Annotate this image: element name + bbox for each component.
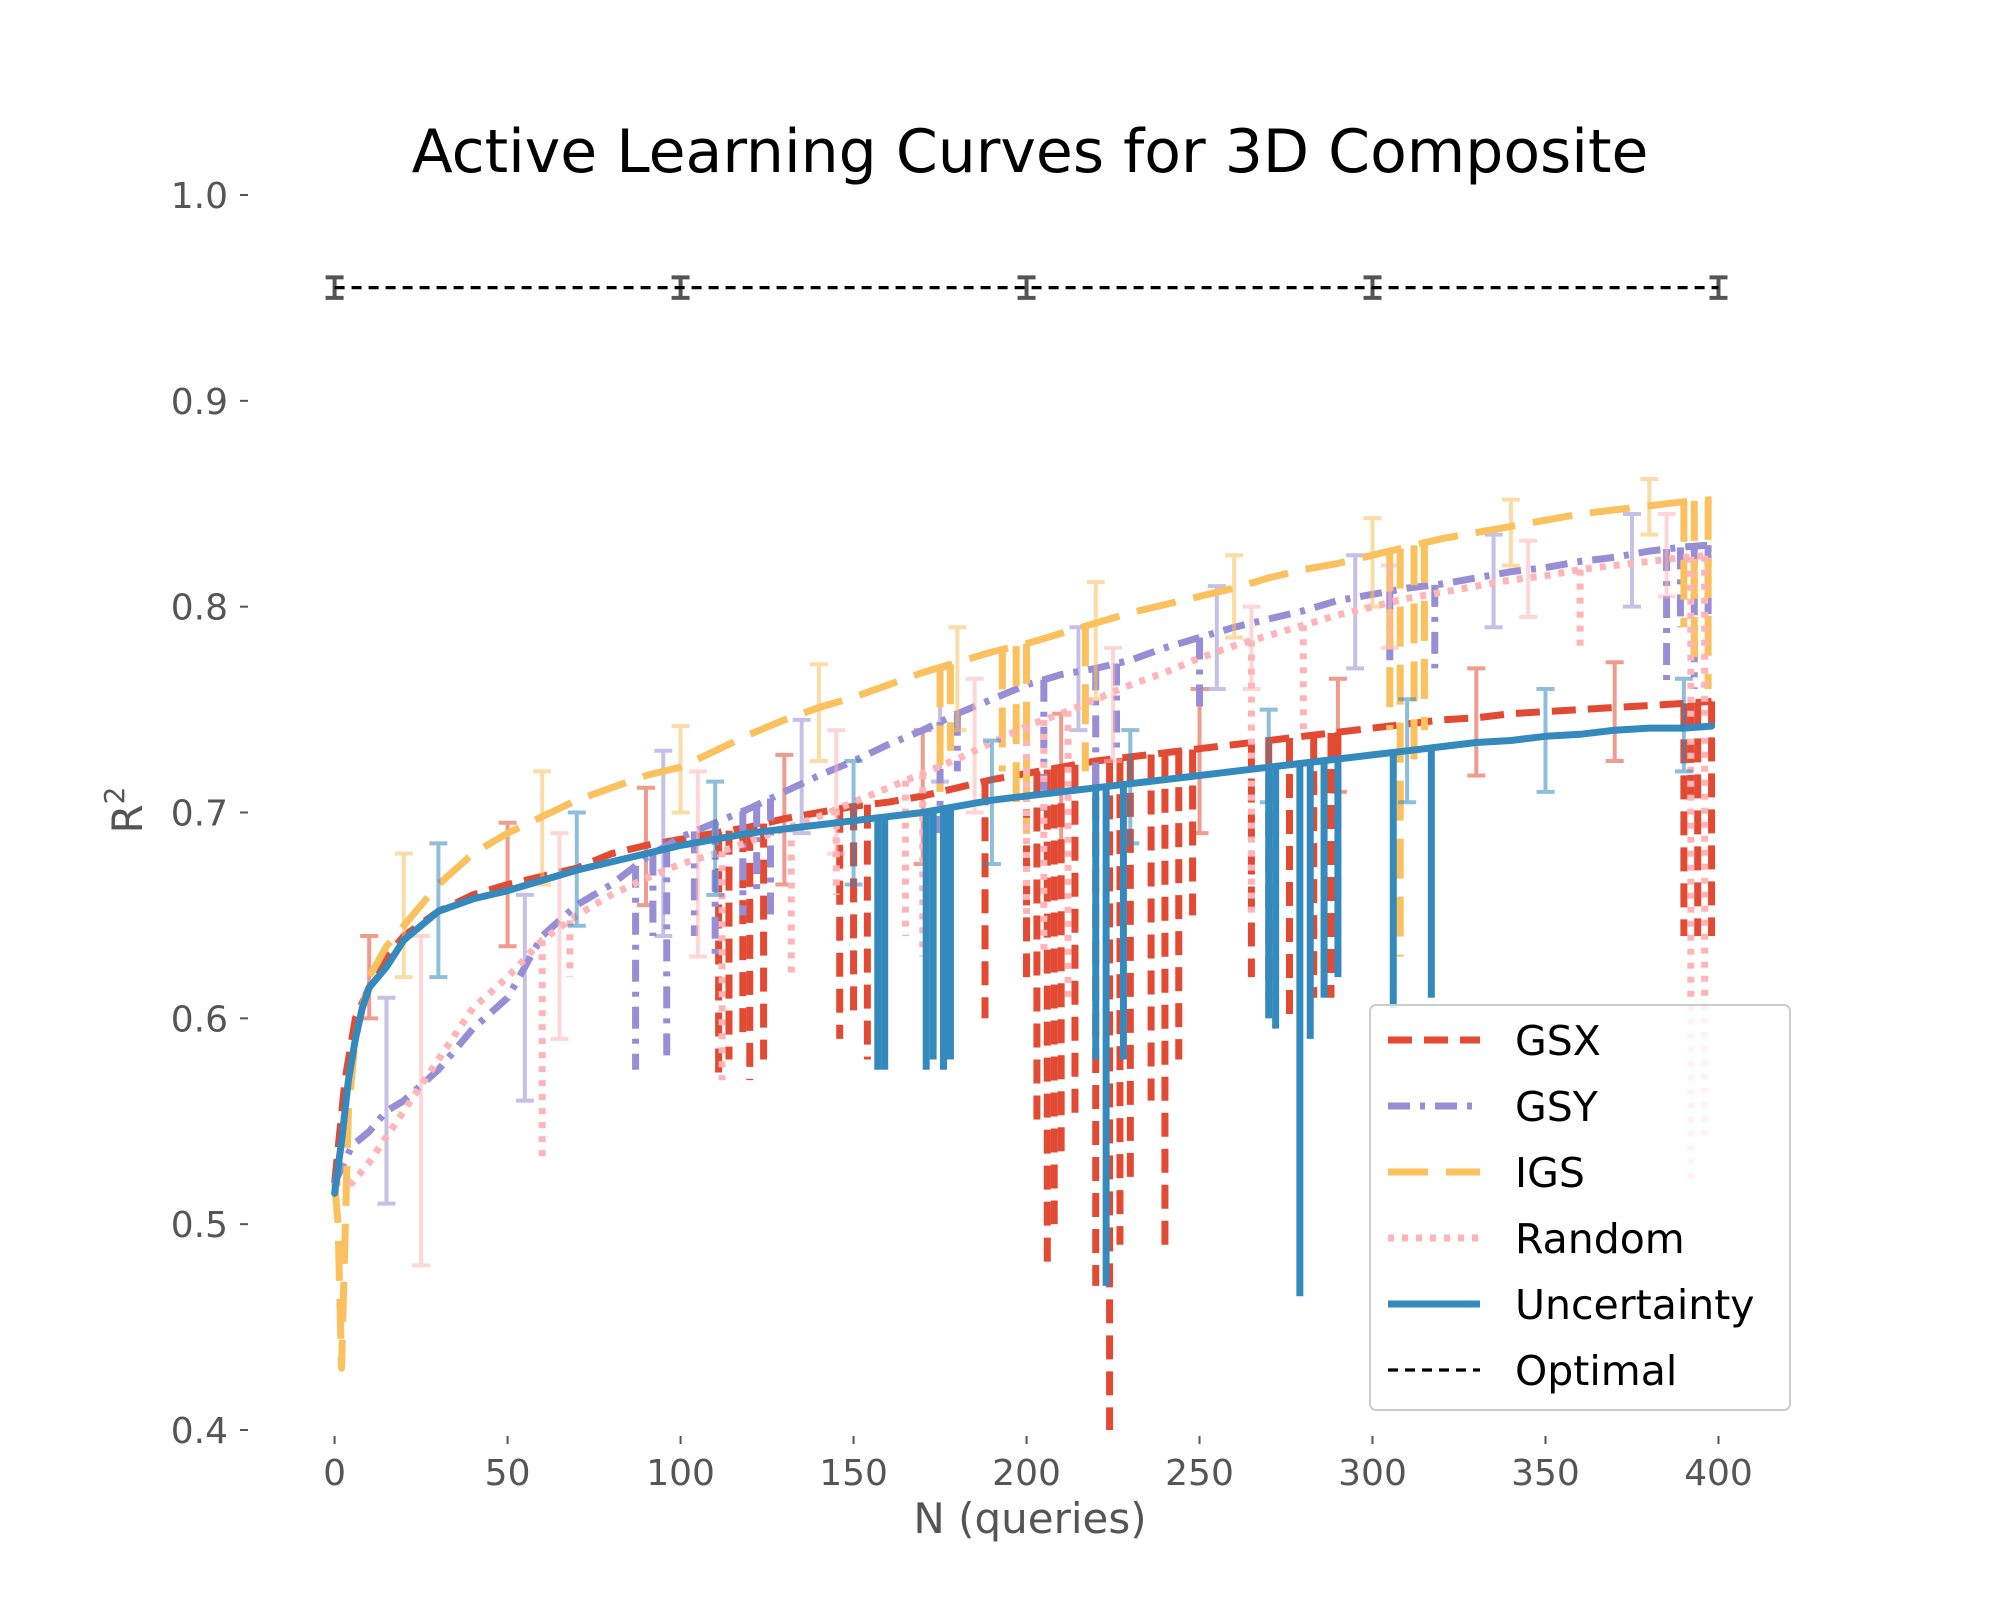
- gsx-errorbar: [1467, 666, 1486, 778]
- x-tick-label: 300: [1338, 1453, 1407, 1494]
- y-tick-label: 1.0: [171, 176, 228, 217]
- gsy-errorbar: [792, 717, 811, 836]
- y-tick-label: 0.5: [171, 1205, 228, 1246]
- random-errorbar: [1519, 538, 1538, 619]
- igs-errorbar: [809, 662, 828, 764]
- legend-label-random: Random: [1515, 1215, 1685, 1263]
- igs-errorbar: [394, 851, 413, 980]
- x-tick-label: 350: [1511, 1453, 1580, 1494]
- x-tick-label: 200: [992, 1453, 1061, 1494]
- legend: GSX GSY IGS Random Uncertainty Optimal: [1369, 1004, 1791, 1411]
- random-errorbar: [1242, 604, 1261, 691]
- random-errorbar: [827, 728, 846, 856]
- legend-label-uncertainty: Uncertainty: [1515, 1281, 1755, 1329]
- x-tick-label: 50: [485, 1453, 531, 1494]
- igs-errorbar: [1086, 579, 1105, 702]
- optimal-errorbar: [1017, 275, 1036, 300]
- legend-box: [1369, 1004, 1791, 1411]
- random-errorbar: [412, 934, 431, 1268]
- x-tick-label: 100: [646, 1453, 715, 1494]
- random-errorbar: [965, 676, 984, 815]
- uncertainty-errorbar: [1536, 687, 1555, 794]
- y-tick-label: 0.8: [171, 588, 228, 629]
- gsx-errorbar: [1605, 660, 1624, 764]
- x-tick-label: 150: [819, 1453, 888, 1494]
- random-errorbar: [1657, 512, 1676, 599]
- igs-errorbar: [1225, 553, 1244, 640]
- gsy-errorbar: [515, 892, 534, 1103]
- legend-label-gsx: GSX: [1515, 1017, 1601, 1065]
- optimal-errorbar: [325, 275, 344, 300]
- gsy-errorbar: [1207, 584, 1226, 691]
- igs-errorbar: [533, 769, 552, 887]
- x-tick-label: 400: [1684, 1453, 1753, 1494]
- y-tick-label: 0.4: [171, 1411, 228, 1452]
- igs-errorbar: [1501, 497, 1520, 568]
- y-tick-label: 0.6: [171, 999, 228, 1040]
- x-axis-label: N (queries): [913, 1494, 1146, 1543]
- random-errorbar: [688, 769, 707, 959]
- axes: 0 50 100 150 200 250 300 350 400 0.4 0.5 0.6 0.7 0.8 0…: [171, 176, 1753, 1494]
- gsy-series-line: [331, 541, 1712, 1185]
- y-axis-label-superscript: 2: [98, 786, 131, 804]
- legend-label-igs: IGS: [1515, 1149, 1585, 1197]
- y-axis-label-base: R: [103, 804, 152, 833]
- igs-series-line: [331, 496, 1712, 1372]
- chart-title: Active Learning Curves for 3D Composite: [412, 117, 1649, 187]
- random-errorbar: [1380, 563, 1399, 650]
- gsy-errorbar: [377, 995, 396, 1206]
- y-tick-label: 0.9: [171, 382, 228, 423]
- x-tick-label: 250: [1165, 1453, 1234, 1494]
- y-tick-label: 0.7: [171, 794, 228, 835]
- legend-label-optimal: Optimal: [1515, 1347, 1677, 1395]
- x-tick-label: 0: [323, 1453, 346, 1494]
- uncertainty-series-line: [331, 722, 1716, 1197]
- y-axis-label: R2: [98, 786, 152, 833]
- random-errorbar: [1104, 645, 1123, 764]
- random-errorbar: [550, 831, 569, 1041]
- legend-label-gsy: GSY: [1515, 1083, 1599, 1131]
- plot-area: [325, 275, 1728, 1430]
